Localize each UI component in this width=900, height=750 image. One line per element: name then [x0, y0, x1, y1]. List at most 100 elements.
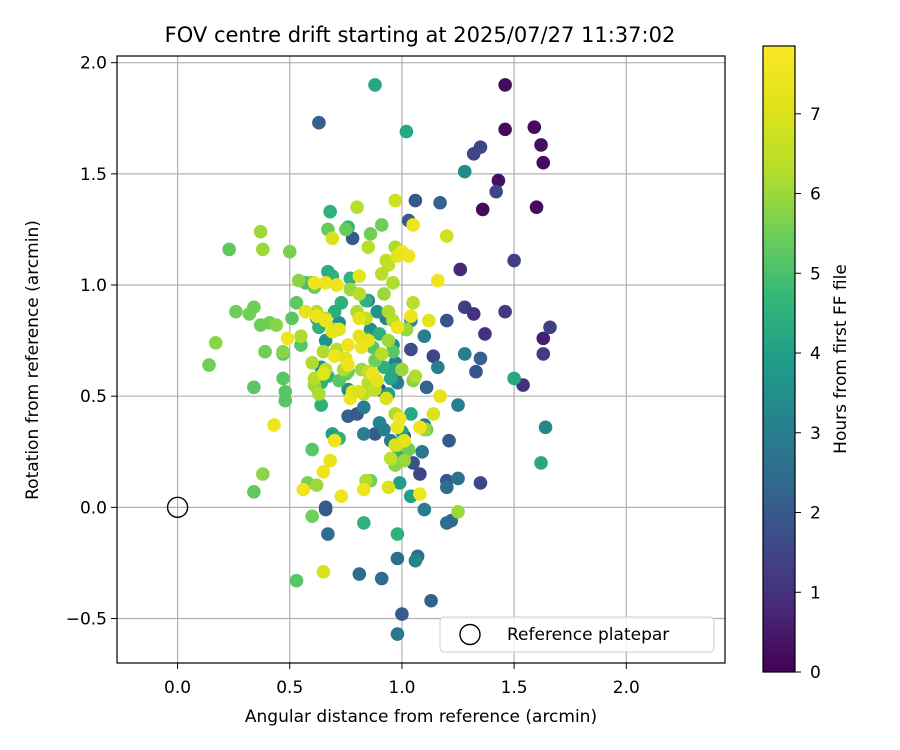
data-point	[222, 242, 236, 257]
data-point	[256, 242, 270, 257]
data-point	[433, 389, 447, 403]
data-point	[352, 287, 367, 301]
data-point	[451, 471, 465, 486]
data-point	[356, 482, 371, 497]
data-point	[406, 218, 420, 232]
data-point	[253, 224, 268, 239]
data-point	[350, 200, 364, 214]
data-point	[457, 347, 472, 361]
data-point	[330, 278, 344, 292]
reference-platepar-marker	[166, 496, 189, 519]
legend-marker	[459, 623, 481, 646]
data-points	[202, 78, 557, 641]
data-point	[316, 565, 331, 579]
data-point	[247, 484, 261, 499]
data-point	[276, 344, 290, 359]
data-point	[256, 467, 270, 481]
data-point	[298, 304, 313, 319]
data-point	[327, 433, 342, 448]
data-point	[399, 124, 414, 139]
data-point	[538, 420, 553, 435]
data-point	[457, 164, 472, 179]
data-point	[370, 373, 385, 388]
data-point	[356, 516, 371, 530]
data-point	[356, 427, 371, 441]
data-point	[374, 218, 389, 232]
colorbar-ticks: 0 1 2 3 4 5 6 7	[795, 105, 821, 683]
data-point	[368, 78, 382, 92]
data-point	[395, 362, 409, 377]
data-point	[543, 320, 557, 335]
data-point	[341, 358, 355, 372]
data-point	[424, 593, 438, 608]
data-point	[426, 407, 441, 421]
data-point	[291, 273, 306, 288]
data-point	[377, 422, 391, 437]
data-point	[451, 505, 465, 519]
data-point	[451, 398, 465, 412]
y-tick-label: 2.0	[80, 54, 107, 74]
data-point	[305, 442, 319, 457]
data-point	[323, 204, 337, 219]
data-point	[381, 333, 396, 348]
data-point	[386, 344, 400, 359]
data-point	[383, 451, 398, 466]
legend-entry-reference: Reference platepar	[507, 625, 669, 645]
data-point	[312, 115, 326, 130]
data-point	[381, 480, 396, 495]
y-tick-label: −0.5	[66, 610, 107, 630]
data-point	[489, 184, 503, 199]
data-point	[327, 349, 342, 363]
data-point	[202, 358, 216, 372]
data-point	[390, 627, 405, 641]
y-tick-label: 0.5	[80, 387, 107, 407]
data-point	[370, 304, 385, 319]
data-point	[469, 364, 483, 379]
colorbar-tick-label: 7	[810, 105, 821, 125]
x-axis-label: Angular distance from reference (arcmin)	[245, 707, 597, 727]
x-tick-label: 0.5	[276, 678, 303, 698]
data-point	[289, 573, 304, 588]
data-point	[498, 122, 512, 137]
colorbar: 0 1 2 3 4 5 6 7 Hours from first FF file	[762, 45, 851, 683]
data-point	[390, 249, 405, 263]
data-point	[294, 329, 308, 343]
data-point	[374, 347, 389, 361]
data-point	[413, 467, 427, 481]
data-point	[390, 320, 405, 335]
data-point	[498, 78, 512, 92]
x-tick-label: 0.0	[164, 678, 191, 698]
data-point	[316, 464, 331, 479]
colorbar-label: Hours from first FF file	[831, 264, 851, 454]
data-point	[440, 313, 454, 328]
data-point	[475, 202, 490, 217]
data-point	[388, 193, 402, 208]
data-point	[352, 567, 367, 581]
data-point	[498, 304, 512, 319]
data-point	[466, 147, 481, 161]
data-point	[352, 269, 367, 283]
data-point	[388, 438, 402, 452]
data-point	[229, 304, 243, 319]
data-point	[419, 380, 434, 395]
colorbar-tick-label: 1	[810, 583, 821, 603]
data-point	[316, 344, 331, 359]
data-point	[363, 227, 378, 241]
data-point	[529, 200, 544, 214]
chart-title: FOV centre drift starting at 2025/07/27 …	[165, 23, 676, 47]
x-tick-label: 2.0	[613, 678, 640, 698]
data-point	[325, 324, 340, 339]
data-point	[426, 349, 441, 363]
data-point	[534, 138, 548, 152]
data-point	[408, 553, 423, 568]
data-point	[289, 296, 304, 310]
data-point	[278, 393, 293, 408]
data-point	[431, 360, 445, 375]
data-point	[296, 482, 311, 497]
data-point	[318, 502, 333, 517]
legend: Reference platepar	[439, 616, 715, 653]
data-point	[374, 571, 389, 586]
data-point	[377, 287, 391, 301]
plot-area	[116, 55, 726, 664]
